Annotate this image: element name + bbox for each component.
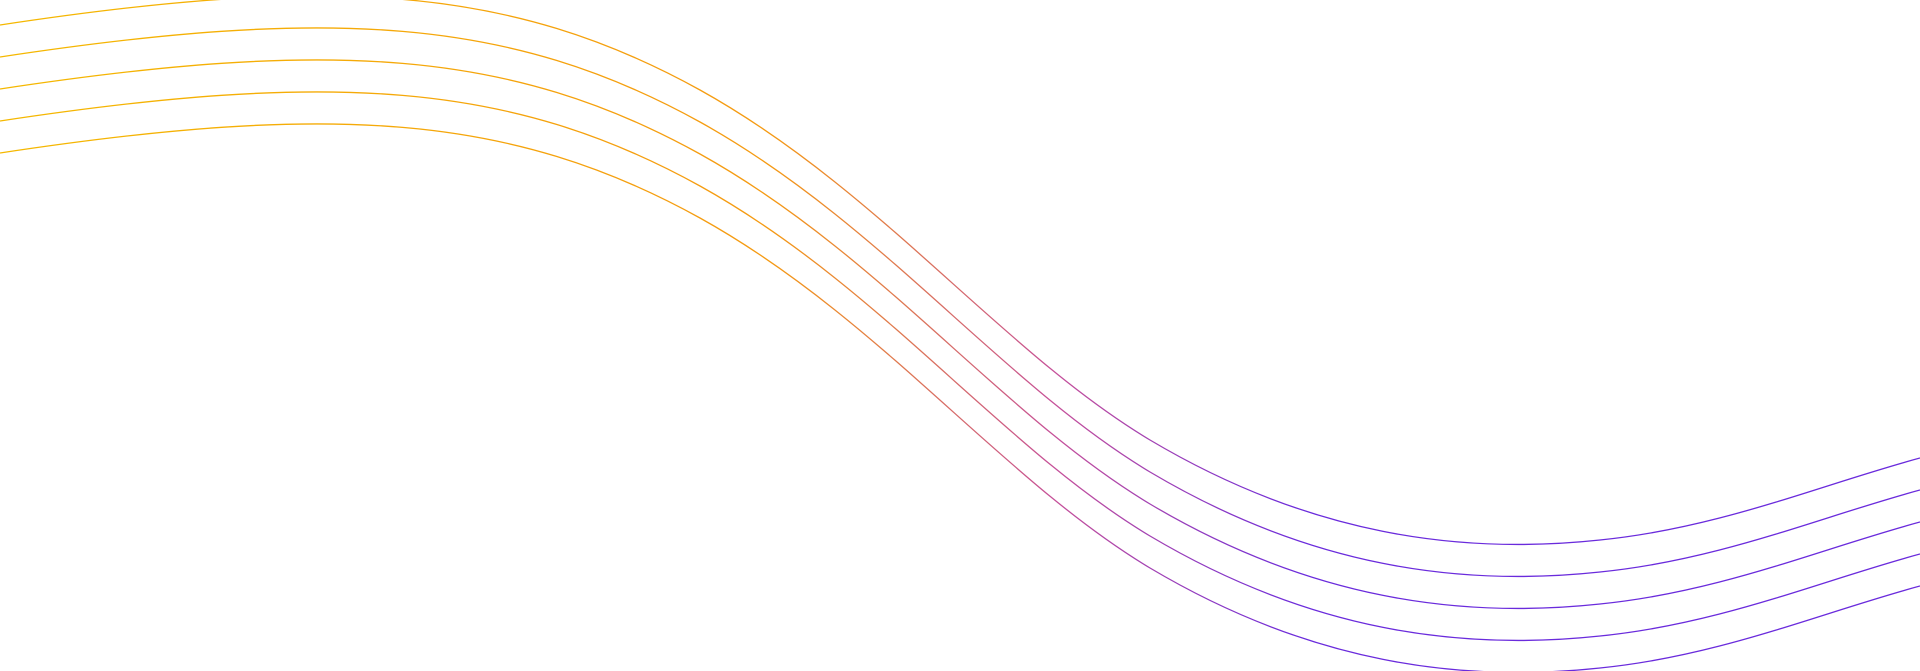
wave-line <box>0 0 1920 546</box>
wave-line <box>0 59 1920 610</box>
wave-line <box>0 123 1920 671</box>
wave-line <box>0 27 1920 578</box>
wave-line <box>0 91 1920 642</box>
